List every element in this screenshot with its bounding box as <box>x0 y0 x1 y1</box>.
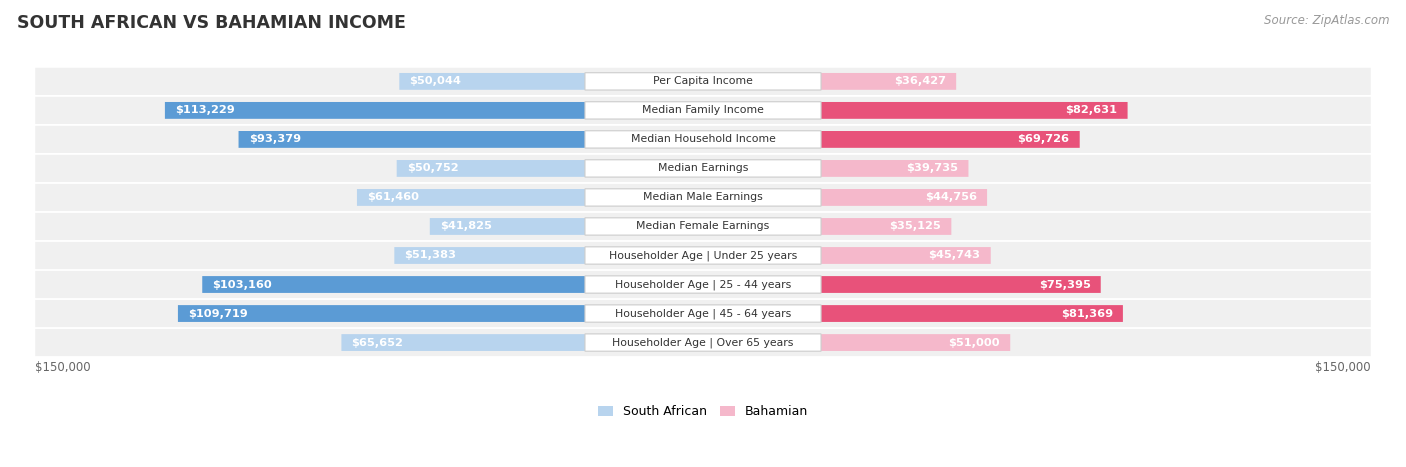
Text: $39,735: $39,735 <box>907 163 959 173</box>
Text: $35,125: $35,125 <box>890 221 941 232</box>
Text: Median Male Earnings: Median Male Earnings <box>643 192 763 203</box>
Text: Median Family Income: Median Family Income <box>643 106 763 115</box>
FancyBboxPatch shape <box>821 218 952 235</box>
Text: $81,369: $81,369 <box>1060 309 1112 318</box>
FancyBboxPatch shape <box>585 131 821 148</box>
Text: $150,000: $150,000 <box>35 361 91 374</box>
Text: Per Capita Income: Per Capita Income <box>652 77 754 86</box>
Text: Median Female Earnings: Median Female Earnings <box>637 221 769 232</box>
Text: $50,752: $50,752 <box>406 163 458 173</box>
FancyBboxPatch shape <box>35 155 1371 182</box>
Text: Householder Age | Under 25 years: Householder Age | Under 25 years <box>609 250 797 261</box>
FancyBboxPatch shape <box>821 160 969 177</box>
FancyBboxPatch shape <box>821 189 987 206</box>
Text: $93,379: $93,379 <box>249 134 301 144</box>
FancyBboxPatch shape <box>585 160 821 177</box>
FancyBboxPatch shape <box>342 334 585 351</box>
FancyBboxPatch shape <box>35 126 1371 153</box>
Legend: South African, Bahamian: South African, Bahamian <box>593 400 813 423</box>
Text: $36,427: $36,427 <box>894 77 946 86</box>
FancyBboxPatch shape <box>585 189 821 206</box>
Text: $150,000: $150,000 <box>1315 361 1371 374</box>
FancyBboxPatch shape <box>821 131 1080 148</box>
Text: Householder Age | 45 - 64 years: Householder Age | 45 - 64 years <box>614 308 792 319</box>
FancyBboxPatch shape <box>821 102 1128 119</box>
FancyBboxPatch shape <box>585 73 821 90</box>
FancyBboxPatch shape <box>35 97 1371 124</box>
Text: $44,756: $44,756 <box>925 192 977 203</box>
FancyBboxPatch shape <box>821 73 956 90</box>
FancyBboxPatch shape <box>821 276 1101 293</box>
FancyBboxPatch shape <box>35 184 1371 211</box>
Text: $51,383: $51,383 <box>405 250 457 261</box>
FancyBboxPatch shape <box>585 305 821 322</box>
Text: Median Household Income: Median Household Income <box>630 134 776 144</box>
FancyBboxPatch shape <box>585 218 821 235</box>
FancyBboxPatch shape <box>35 213 1371 240</box>
FancyBboxPatch shape <box>430 218 585 235</box>
FancyBboxPatch shape <box>399 73 585 90</box>
Text: $50,044: $50,044 <box>409 77 461 86</box>
FancyBboxPatch shape <box>35 329 1371 356</box>
Text: $109,719: $109,719 <box>188 309 247 318</box>
FancyBboxPatch shape <box>821 247 991 264</box>
Text: $82,631: $82,631 <box>1066 106 1118 115</box>
FancyBboxPatch shape <box>35 300 1371 327</box>
FancyBboxPatch shape <box>202 276 585 293</box>
FancyBboxPatch shape <box>585 334 821 351</box>
Text: $113,229: $113,229 <box>174 106 235 115</box>
Text: $103,160: $103,160 <box>212 280 273 290</box>
Text: $69,726: $69,726 <box>1018 134 1070 144</box>
FancyBboxPatch shape <box>179 305 585 322</box>
Text: $75,395: $75,395 <box>1039 280 1091 290</box>
Text: Median Earnings: Median Earnings <box>658 163 748 173</box>
FancyBboxPatch shape <box>396 160 585 177</box>
FancyBboxPatch shape <box>35 68 1371 95</box>
FancyBboxPatch shape <box>165 102 585 119</box>
FancyBboxPatch shape <box>585 247 821 264</box>
FancyBboxPatch shape <box>821 305 1123 322</box>
FancyBboxPatch shape <box>394 247 585 264</box>
Text: $51,000: $51,000 <box>949 338 1000 347</box>
Text: $41,825: $41,825 <box>440 221 492 232</box>
Text: $45,743: $45,743 <box>928 250 980 261</box>
FancyBboxPatch shape <box>35 271 1371 298</box>
FancyBboxPatch shape <box>35 242 1371 269</box>
FancyBboxPatch shape <box>239 131 585 148</box>
Text: $61,460: $61,460 <box>367 192 419 203</box>
Text: $65,652: $65,652 <box>352 338 404 347</box>
FancyBboxPatch shape <box>821 334 1011 351</box>
Text: Source: ZipAtlas.com: Source: ZipAtlas.com <box>1264 14 1389 27</box>
FancyBboxPatch shape <box>585 102 821 119</box>
FancyBboxPatch shape <box>357 189 585 206</box>
FancyBboxPatch shape <box>585 276 821 293</box>
Text: Householder Age | 25 - 44 years: Householder Age | 25 - 44 years <box>614 279 792 290</box>
Text: Householder Age | Over 65 years: Householder Age | Over 65 years <box>612 337 794 348</box>
Text: SOUTH AFRICAN VS BAHAMIAN INCOME: SOUTH AFRICAN VS BAHAMIAN INCOME <box>17 14 406 32</box>
